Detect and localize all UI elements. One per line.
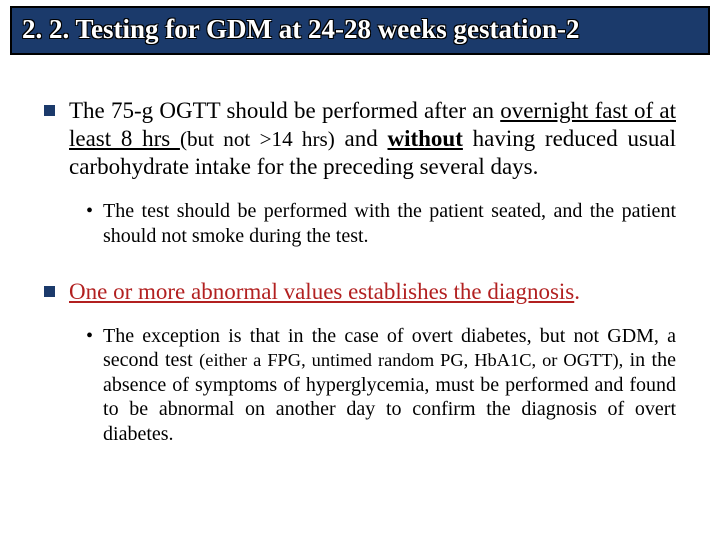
dot-bullet-icon: •	[86, 199, 93, 248]
sub-bullet-2a-text: The exception is that in the case of ove…	[103, 324, 676, 446]
bullet-2: One or more abnormal values establishes …	[44, 278, 676, 306]
dot-bullet-icon: •	[86, 324, 93, 446]
square-bullet-icon	[44, 286, 55, 297]
p1-t1: The 75-g OGTT should be performed after …	[69, 98, 500, 123]
bullet-1: The 75-g OGTT should be performed after …	[44, 97, 676, 181]
p1-t4: and	[335, 126, 388, 151]
content-area: The 75-g OGTT should be performed after …	[0, 55, 720, 446]
square-bullet-icon	[44, 105, 55, 116]
slide-title: 2. 2. Testing for GDM at 24-28 weeks ges…	[22, 14, 698, 45]
sub-bullet-1a: • The test should be performed with the …	[86, 199, 676, 248]
bullet-1-text: The 75-g OGTT should be performed after …	[69, 97, 676, 181]
p2-t1: One or more abnormal values establishes …	[69, 279, 574, 304]
bullet-2-text: One or more abnormal values establishes …	[69, 278, 580, 306]
sub-bullet-1a-text: The test should be performed with the pa…	[103, 199, 676, 248]
p2-t2: .	[574, 279, 580, 304]
p1-t5: without	[387, 126, 462, 151]
sub-bullet-2a: • The exception is that in the case of o…	[86, 324, 676, 446]
p1-t3: (but not >14 hrs)	[180, 127, 335, 151]
title-bar: 2. 2. Testing for GDM at 24-28 weeks ges…	[10, 6, 710, 55]
p2a-t2: (either a FPG, untimed random PG, HbA1C,…	[199, 350, 623, 370]
